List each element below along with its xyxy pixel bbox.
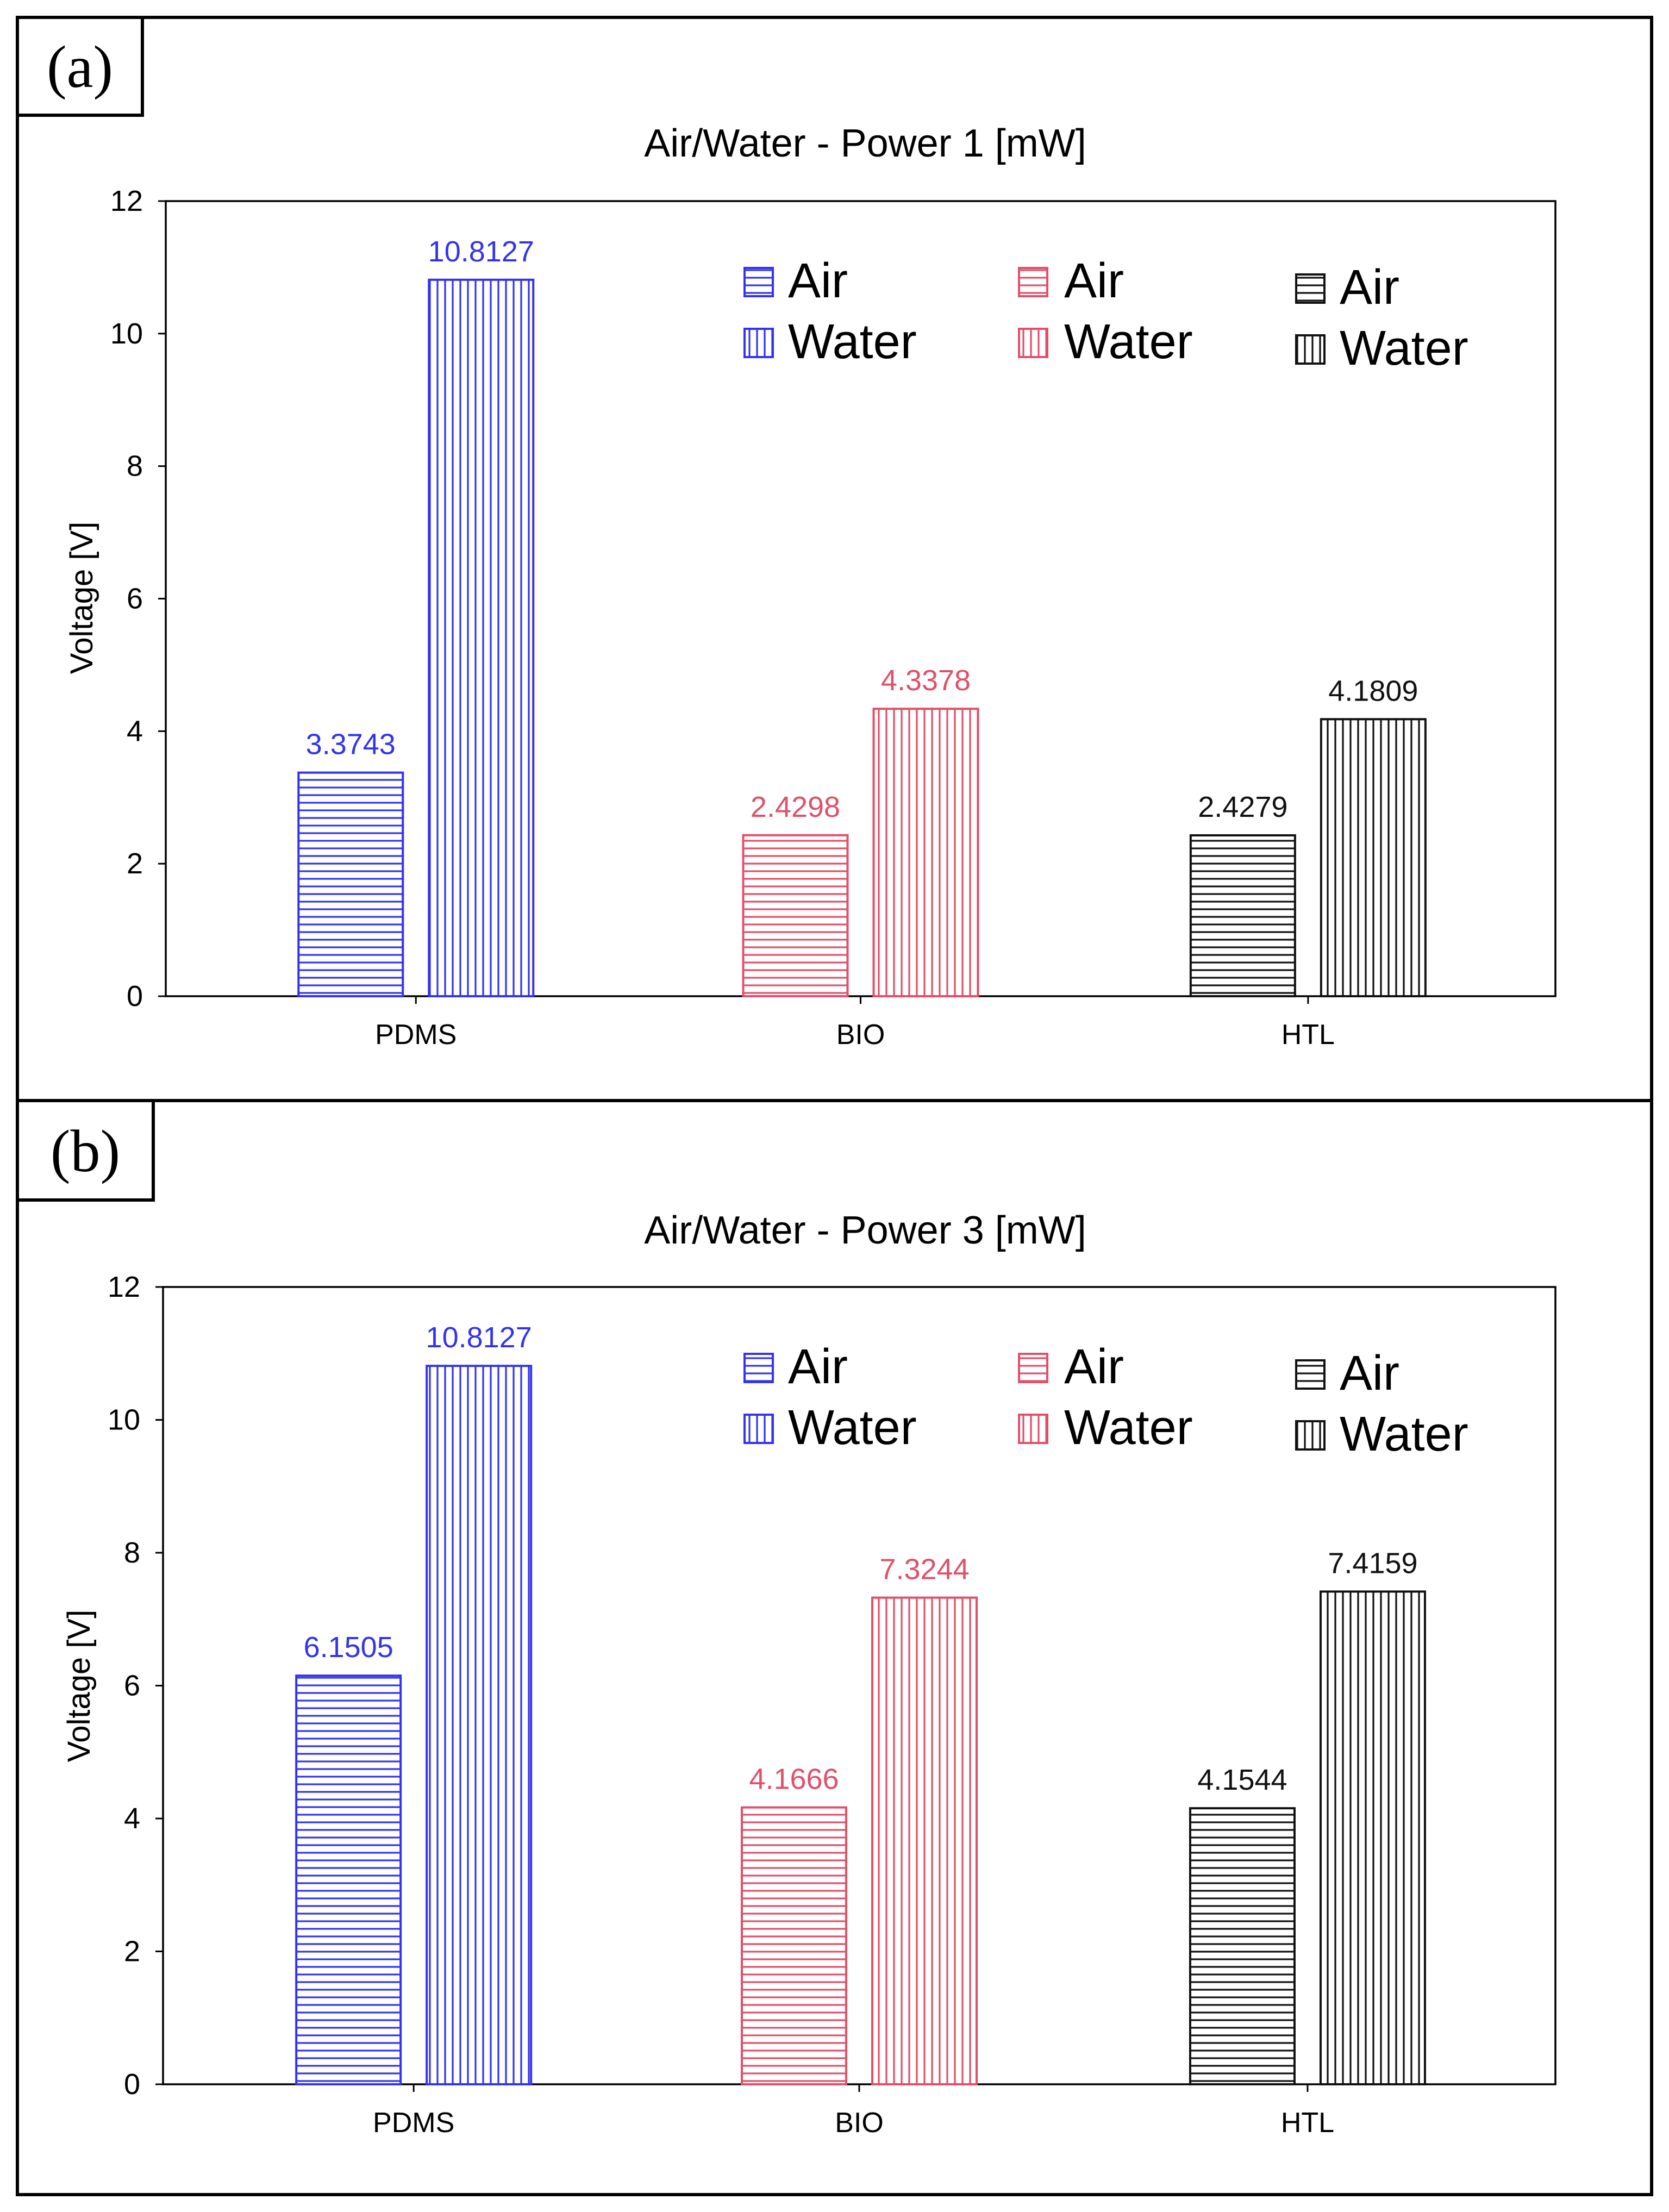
panel-b: (b) Air/Water - Power 3 [mW] Voltage [V]… [16, 1099, 1653, 2196]
data-label: 4.1666 [749, 1763, 839, 1796]
legend-label: Air [788, 1340, 848, 1394]
data-label: 7.4159 [1328, 1547, 1417, 1579]
legend-swatch [743, 267, 774, 297]
y-tick-label: 10 [108, 1404, 140, 1436]
data-label: 4.1809 [1328, 674, 1418, 707]
x-tick-label: BIO [836, 1019, 885, 1051]
y-tick-label: 8 [124, 1536, 140, 1569]
legend-swatch [1295, 1359, 1326, 1390]
y-tick-label: 6 [127, 583, 143, 615]
legend-label: Air [1064, 1340, 1124, 1394]
legend-swatch [743, 1353, 774, 1383]
data-label: 3.3743 [306, 728, 396, 761]
bar-htl-air [1189, 1807, 1296, 2085]
data-label: 4.1544 [1197, 1764, 1287, 1796]
legend-swatch [1018, 1414, 1048, 1444]
legend-label: Water [788, 315, 917, 369]
legend-swatch [743, 328, 774, 358]
y-tick-label: 6 [124, 1670, 140, 1702]
chart-a-title: Air/Water - Power 1 [mW] [644, 122, 1086, 165]
panel-b-tag-box [16, 1099, 155, 1202]
legend-label: Air [788, 254, 848, 308]
bar-htl-water [1319, 1590, 1426, 2085]
y-tick-label: 10 [110, 317, 143, 350]
bar-bio-air [742, 834, 849, 997]
legend-swatch [1295, 273, 1326, 304]
x-tick-label: HTL [1282, 1019, 1335, 1051]
data-label: 6.1505 [304, 1631, 393, 1664]
panel-a-tag: (a) [47, 34, 113, 100]
legend-swatch [1018, 267, 1048, 297]
chart-a-plot: 0 2 4 6 8 10 12 3.3743 10.8127 PDMS 2.4298 4.3378 BI… [110, 185, 1557, 1051]
bar-pdms-air [295, 1674, 402, 2085]
legend-label: Water [1340, 1407, 1468, 1461]
panel-a: (a) Air/Water - Power 1 [mW] Voltage [V]… [16, 16, 1653, 1102]
panel-a-tag-box [16, 16, 144, 117]
x-tick-label: HTL [1281, 2107, 1334, 2139]
chart-b-plot: 0 2 4 6 8 10 12 6.1505 10.8127 PDMS 4.1666 7.3244 BI… [108, 1271, 1557, 2139]
legend-label: Water [788, 1401, 917, 1455]
y-tick-label: 0 [124, 2068, 140, 2101]
chart-b-title: Air/Water - Power 3 [mW] [644, 1209, 1086, 1252]
bar-bio-water [872, 708, 979, 997]
legend-swatch [743, 1414, 774, 1444]
y-tick-label: 2 [124, 1935, 140, 1968]
legend-label: Water [1064, 315, 1193, 369]
y-tick-label: 0 [127, 980, 143, 1013]
bar-pdms-water [428, 278, 535, 997]
bar-htl-air [1189, 834, 1296, 997]
x-tick-label: BIO [835, 2107, 884, 2139]
bar-bio-water [871, 1596, 978, 2085]
y-tick-label: 12 [108, 1271, 140, 1303]
bar-bio-air [741, 1806, 847, 2085]
legend-label: Water [1064, 1401, 1193, 1455]
legend-label: Air [1340, 260, 1399, 315]
data-label: 2.4298 [751, 791, 840, 823]
legend-swatch [1018, 1353, 1048, 1383]
y-tick-label: 8 [127, 450, 143, 483]
legend-label: Air [1340, 1346, 1399, 1401]
data-label: 10.8127 [428, 235, 534, 268]
legend-label: Water [1340, 321, 1468, 376]
panel-b-frame [16, 1099, 1653, 2196]
data-label: 7.3244 [879, 1553, 969, 1586]
legend-swatch [1018, 328, 1048, 358]
panel-b-tag: (b) [51, 1118, 120, 1184]
data-label: 4.3378 [881, 664, 971, 697]
x-tick-label: PDMS [373, 2107, 454, 2139]
bar-htl-water [1320, 718, 1427, 997]
x-tick-label: PDMS [375, 1019, 457, 1051]
legend-label: Air [1064, 254, 1124, 308]
legend-swatch [1295, 1420, 1326, 1451]
data-label: 2.4279 [1198, 791, 1287, 823]
bar-pdms-water [426, 1365, 533, 2085]
bar-pdms-air [297, 771, 404, 997]
y-tick-label: 4 [127, 715, 143, 747]
y-tick-label: 2 [127, 847, 143, 880]
chart-a-ylabel: Voltage [V] [64, 522, 99, 674]
chart-b-ylabel: Voltage [V] [61, 1610, 97, 1763]
y-tick-label: 4 [124, 1802, 140, 1835]
y-tick-label: 12 [110, 185, 143, 217]
data-label: 10.8127 [426, 1321, 532, 1354]
legend-swatch [1295, 334, 1326, 365]
